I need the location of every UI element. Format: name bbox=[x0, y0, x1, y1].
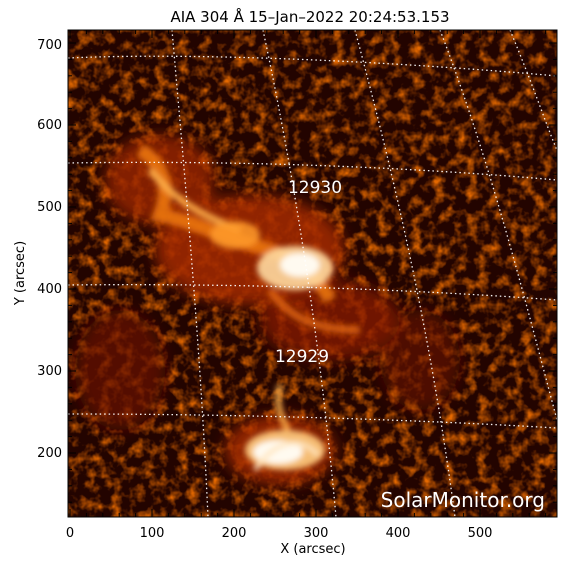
x-tick-label: 300 bbox=[304, 526, 329, 541]
heliographic-grid bbox=[68, 30, 557, 517]
y-tick-label: 400 bbox=[37, 282, 62, 297]
x-tick-label: 100 bbox=[140, 526, 165, 541]
axis-ticks bbox=[68, 30, 557, 517]
y-axis-label: Y (arcsec) bbox=[13, 241, 28, 306]
x-tick-label: 500 bbox=[468, 526, 493, 541]
region-label-12930: 12930 bbox=[288, 178, 342, 198]
x-axis-tick-labels: 0 100 200 300 400 500 bbox=[66, 526, 493, 541]
y-tick-label: 200 bbox=[37, 446, 62, 461]
region-label-12929: 12929 bbox=[275, 347, 329, 367]
plot-title: AIA 304 Å 15–Jan–2022 20:24:53.153 bbox=[170, 7, 449, 26]
y-tick-label: 600 bbox=[37, 118, 62, 133]
x-axis-label: X (arcsec) bbox=[280, 542, 345, 557]
solarmonitor-watermark: SolarMonitor.org bbox=[381, 488, 545, 512]
y-tick-label: 700 bbox=[37, 38, 62, 53]
y-axis-tick-labels: 200 300 400 500 600 700 bbox=[37, 38, 62, 461]
x-tick-label: 200 bbox=[222, 526, 247, 541]
y-tick-label: 500 bbox=[37, 200, 62, 215]
x-tick-label: 400 bbox=[386, 526, 411, 541]
solar-image: 12930 12929 SolarMonitor.org bbox=[68, 30, 557, 517]
plot-frame bbox=[67, 29, 558, 518]
x-tick-label: 0 bbox=[66, 526, 74, 541]
y-tick-label: 300 bbox=[37, 364, 62, 379]
